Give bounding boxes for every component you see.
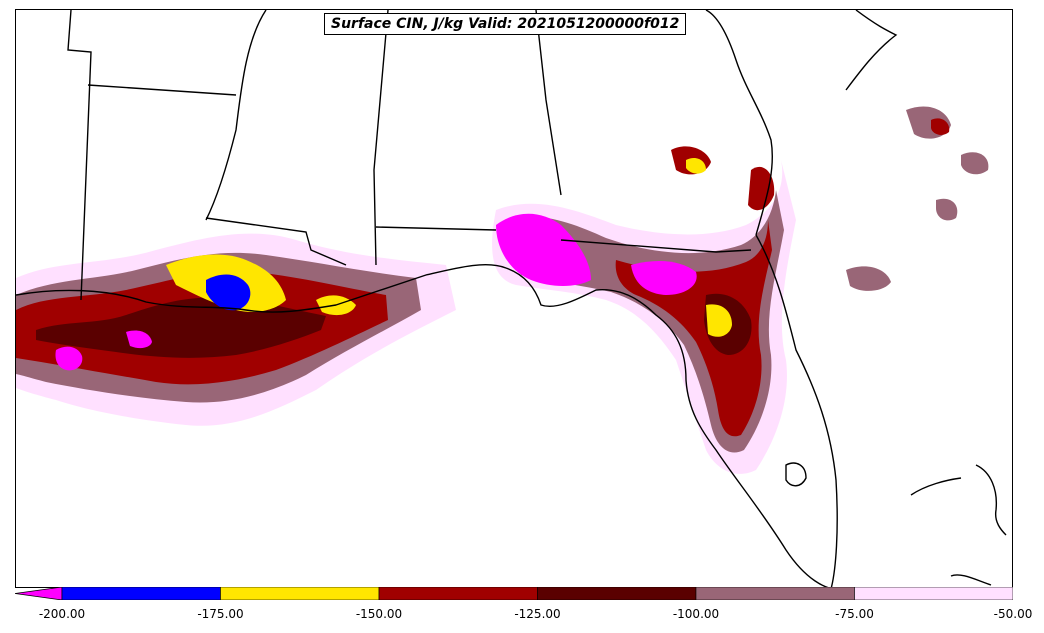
colorbar-bin: [854, 587, 1013, 600]
cin-field-florida: [492, 146, 796, 474]
colorbar-extend-min: [15, 587, 63, 600]
colorbar-tick-label: -125.00: [514, 607, 561, 621]
colorbar-tick-label: -75.00: [835, 607, 874, 621]
cin-field-atlantic: [846, 106, 989, 291]
colorbar-tick-label: -175.00: [197, 607, 244, 621]
colorbar-bin: [695, 587, 855, 600]
map-panel: [15, 9, 1013, 588]
cin-map: [16, 10, 1007, 587]
colorbar: [15, 587, 1013, 600]
boundary-lines: [16, 10, 1007, 587]
map-title: Surface CIN, J/kg Valid: 2021051200000f0…: [324, 13, 687, 35]
colorbar-tick-label: -50.00: [993, 607, 1033, 621]
colorbar-bin: [220, 587, 380, 600]
colorbar-bin: [61, 587, 221, 600]
colorbar-tick-label: -150.00: [355, 607, 403, 621]
colorbar-bin: [378, 587, 538, 600]
colorbar-tick-label: -200.00: [38, 607, 86, 621]
colorbar-tick-label: -100.00: [672, 607, 720, 621]
colorbar-bin: [537, 587, 697, 600]
